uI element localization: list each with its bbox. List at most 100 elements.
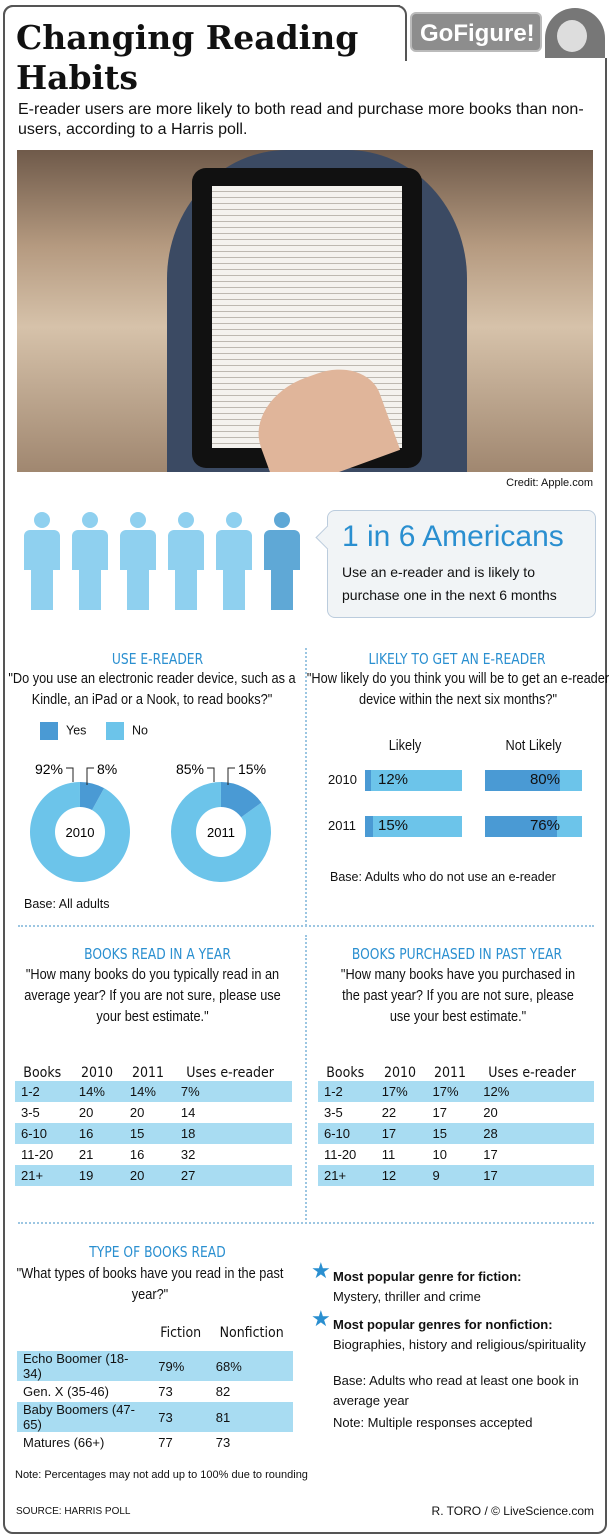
column-header: 2011 [434, 1065, 467, 1081]
table-cell: 6-10 [318, 1123, 376, 1144]
table-cell: 17% [375, 1081, 427, 1102]
table-row: 6-10 17 15 28 [318, 1123, 594, 1144]
legend-swatch-no [106, 722, 124, 740]
table-cell: 20 [123, 1165, 175, 1186]
table-cell: 10 [432, 1147, 447, 1162]
likely-question: "How likely do you think you will be to … [306, 670, 610, 708]
table-cell: 20 [483, 1105, 498, 1120]
column-header: Uses e-reader [186, 1065, 274, 1081]
table-cell: 7% [174, 1081, 292, 1102]
gofigure-logo: GoFigure! [410, 12, 542, 52]
table-cell: 16 [72, 1123, 124, 1144]
books-purchased-heading: BOOKS PURCHASED IN PAST YEAR [351, 945, 563, 963]
table-row: 1-2 14% 14% 7% [15, 1081, 292, 1102]
books-read-question: "How many books do you typically read in… [24, 966, 281, 1025]
likely-base: Base: Adults who do not use an e-reader [330, 870, 556, 884]
table-cell: 21+ [15, 1165, 73, 1186]
leader-line [207, 767, 215, 782]
table-row: 6-10 16 15 18 [15, 1123, 292, 1144]
table-row: 11-20 11 10 17 [318, 1144, 594, 1165]
legend-no: No [106, 722, 148, 740]
table-cell: 6-10 [15, 1123, 73, 1144]
table-row: 21+ 19 20 27 [15, 1165, 292, 1186]
table-cell: 82 [215, 1384, 231, 1399]
ipad-reading-photo [17, 150, 593, 472]
donut-no-label: 85% [176, 761, 204, 777]
page-title: Changing Reading Habits [16, 18, 359, 97]
table-cell: Matures (66+) [23, 1435, 105, 1450]
books-purchased-table: Books 2010 2011 Uses e-reader 1-2 17% 17% 12% 3-… [318, 1035, 594, 1186]
table-cell: 20 [129, 1105, 145, 1120]
leader-line [86, 767, 94, 785]
table-row: 3-5 20 20 14 [15, 1102, 292, 1123]
bar-track: 76% [485, 816, 582, 837]
person-icon [22, 512, 62, 612]
table-cell: 17% [426, 1081, 478, 1102]
table-cell: Gen. X (35-46) [23, 1384, 109, 1399]
fiction-title: Most popular genre for fiction: [333, 1269, 522, 1284]
rounding-note: Note: Percentages may not add up to 100%… [15, 1469, 308, 1481]
table-cell: 68% [209, 1351, 293, 1381]
table-cell: 73 [152, 1402, 210, 1432]
column-header: Fiction [160, 1325, 202, 1341]
donut-charts: 2010 92% 8% 2011 85% 15% [29, 761, 271, 882]
star-icon: ★ [311, 1258, 331, 1283]
donut-yes-label: 8% [97, 761, 117, 777]
bar-value-label: 15% [378, 817, 409, 834]
column-header: Books [23, 1065, 62, 1081]
bar-fill [365, 770, 371, 791]
leader-line [66, 767, 74, 782]
types-base: Base: Adults who read at least one book … [333, 1373, 579, 1408]
table-row: Echo Boomer (18-34) 79% 68% [17, 1351, 293, 1381]
column-header: Nonfiction [219, 1325, 284, 1341]
fiction-text: Mystery, thriller and crime [333, 1289, 481, 1304]
table-cell: 16 [129, 1147, 145, 1162]
stat-callout: 1 in 6 Americans Use an e-reader and is … [327, 510, 596, 618]
table-cell: 12% [477, 1081, 594, 1102]
types-table: Fiction Nonfiction Echo Boomer (18-34) 79% 6… [17, 1315, 293, 1453]
person-icon [70, 512, 110, 612]
column-header [24, 1315, 146, 1351]
donut-year-label: 2011 [207, 825, 235, 840]
donut-no-label: 92% [35, 761, 63, 777]
table-cell: 3-5 [21, 1105, 40, 1120]
table-cell: 21+ [318, 1165, 376, 1186]
legend-yes: Yes [40, 722, 86, 740]
table-cell: 14% [123, 1081, 175, 1102]
table-cell: Echo Boomer (18-34) [17, 1351, 153, 1381]
use-ereader-question: "Do you use an electronic reader device,… [8, 670, 296, 708]
use-ereader-heading: USE E-READER [111, 650, 204, 668]
person-icon [214, 512, 254, 612]
table-cell: 18 [174, 1123, 292, 1144]
types-question: "What types of books have you read in th… [16, 1265, 284, 1303]
bar-fill [365, 816, 373, 837]
books-purchased-question: "How many books have you purchased in th… [340, 966, 576, 1025]
column-header: 2010 [383, 1065, 416, 1081]
table-cell: 17 [483, 1147, 498, 1162]
table-cell: 28 [477, 1123, 594, 1144]
table-cell: 11 [381, 1147, 396, 1162]
bar-value-label: 12% [378, 771, 409, 788]
genre-notes: ★ Most popular genre for fiction: Mystery… [311, 1260, 603, 1433]
bar-year-label: 2011 [328, 818, 356, 833]
table-cell: Baby Boomers (47-65) [17, 1402, 153, 1432]
legend-label: No [132, 723, 148, 738]
subtitle: E-reader users are more likely to both r… [18, 101, 584, 138]
col-likely: Likely [388, 737, 422, 754]
donut-hole [55, 807, 105, 857]
table-cell: 12 [375, 1165, 427, 1186]
col-not-likely: Not Likely [505, 737, 562, 754]
callout-headline: 1 in 6 Americans [342, 520, 564, 553]
types-heading: TYPE OF BOOKS READ [89, 1243, 226, 1261]
byline: R. TORO / © LiveScience.com [431, 1504, 594, 1518]
table-cell: 21 [78, 1147, 94, 1162]
table-cell: 14 [180, 1105, 196, 1120]
table-cell: 17 [375, 1123, 427, 1144]
star-icon: ★ [311, 1306, 331, 1331]
table-cell: 73 [215, 1435, 231, 1450]
divider [305, 935, 307, 1220]
table-cell: 11-20 [21, 1147, 54, 1162]
bar-track: 12% [365, 770, 462, 791]
person-icon [118, 512, 158, 612]
table-cell: 15 [123, 1123, 175, 1144]
